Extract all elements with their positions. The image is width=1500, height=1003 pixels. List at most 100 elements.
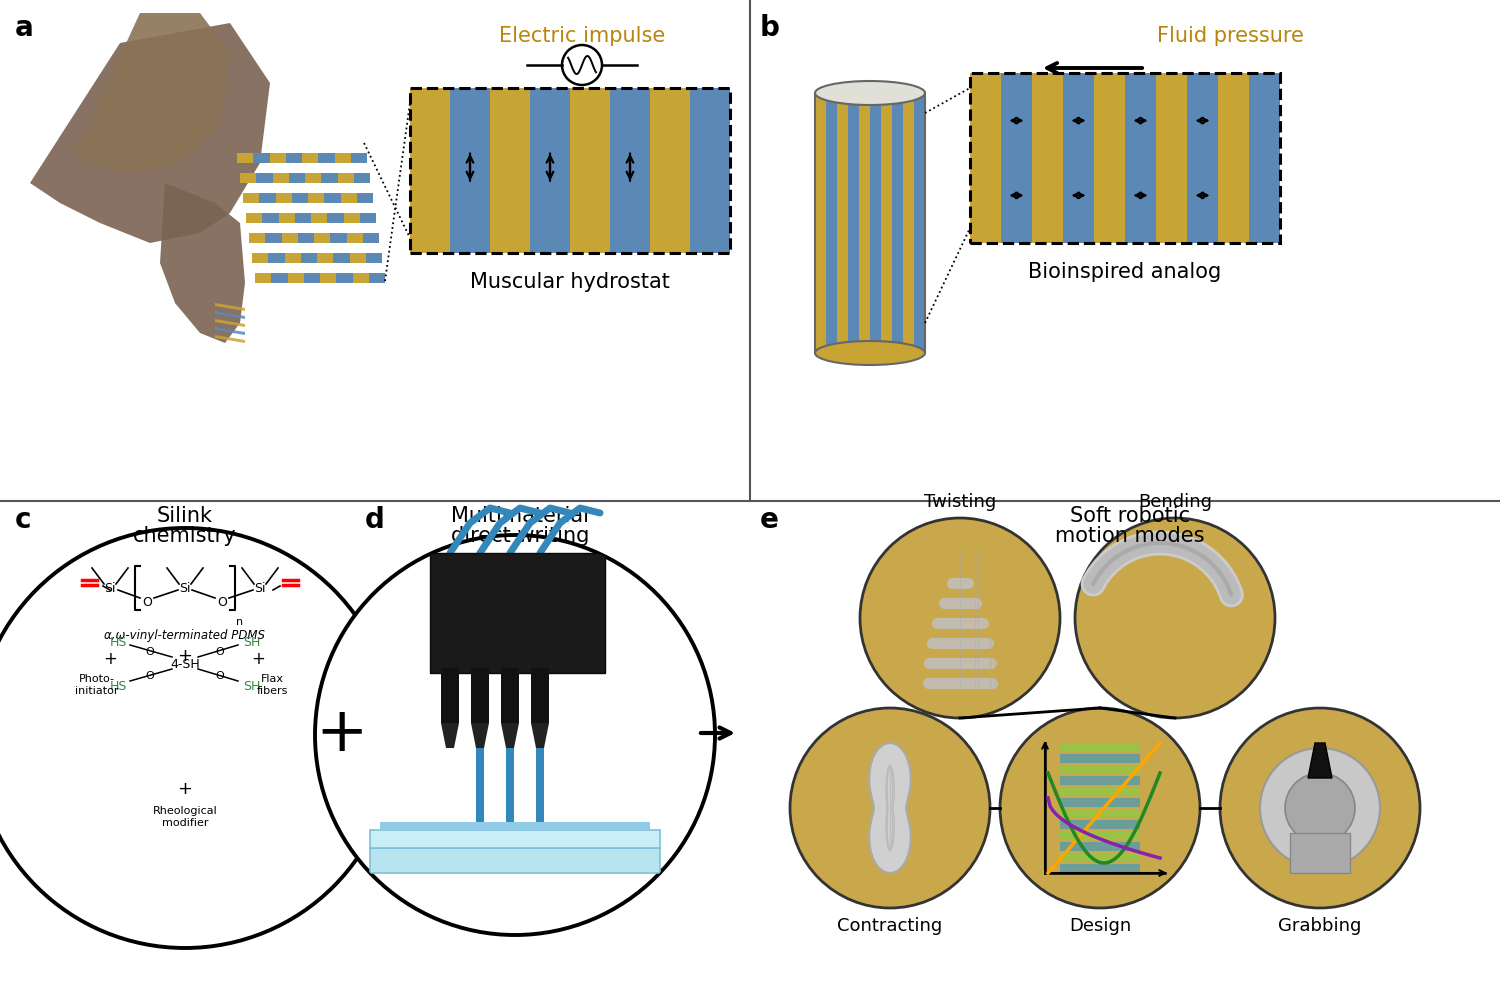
Text: d: d — [364, 506, 386, 534]
Bar — [294, 214, 310, 224]
Bar — [880, 94, 892, 354]
Bar — [690, 89, 730, 254]
Circle shape — [0, 529, 394, 948]
Polygon shape — [30, 24, 270, 244]
Bar — [276, 194, 291, 204]
Text: Rheological
modifier: Rheological modifier — [153, 805, 218, 826]
Bar — [531, 668, 549, 723]
Bar — [318, 153, 334, 163]
Text: Photo-
initiator: Photo- initiator — [75, 673, 118, 695]
Text: HS: HS — [110, 679, 126, 692]
Bar — [255, 274, 272, 284]
Text: Silink: Silink — [158, 506, 213, 526]
Circle shape — [790, 708, 990, 908]
Bar — [324, 194, 340, 204]
Bar — [314, 234, 330, 244]
Bar — [327, 214, 344, 224]
Bar — [288, 274, 303, 284]
Text: O: O — [146, 646, 154, 656]
Bar — [410, 89, 730, 254]
Bar — [815, 94, 827, 354]
Circle shape — [1076, 519, 1275, 718]
Text: O: O — [216, 670, 225, 680]
Bar — [410, 89, 450, 254]
Bar — [352, 274, 369, 284]
Bar — [272, 274, 288, 284]
Bar — [1064, 74, 1094, 244]
Text: n: n — [237, 617, 243, 627]
Bar — [333, 254, 350, 264]
Bar — [297, 234, 314, 244]
Text: Electric impulse: Electric impulse — [500, 26, 664, 46]
Bar — [530, 89, 570, 254]
Text: +: + — [177, 646, 192, 664]
Bar — [1250, 74, 1280, 244]
Bar — [380, 822, 650, 830]
Ellipse shape — [815, 342, 926, 366]
Text: e: e — [760, 506, 778, 534]
Text: Muscular hydrostat: Muscular hydrostat — [470, 272, 670, 292]
Text: +: + — [251, 649, 266, 667]
Bar — [300, 254, 316, 264]
Bar — [859, 94, 870, 354]
Bar — [285, 153, 302, 163]
Bar — [270, 153, 285, 163]
Text: Si: Si — [104, 582, 116, 595]
Bar — [346, 234, 363, 244]
Polygon shape — [70, 14, 230, 174]
Polygon shape — [531, 723, 549, 748]
Polygon shape — [214, 336, 244, 344]
Bar — [970, 74, 1000, 244]
Bar — [1032, 74, 1064, 244]
Text: +: + — [316, 703, 368, 763]
Bar — [285, 254, 300, 264]
Bar — [308, 194, 324, 204]
Bar — [370, 849, 660, 874]
Bar — [249, 234, 266, 244]
Text: c: c — [15, 506, 32, 534]
Text: Bioinspired analog: Bioinspired analog — [1029, 262, 1221, 282]
Text: O: O — [217, 596, 226, 609]
Bar — [340, 194, 357, 204]
Polygon shape — [870, 743, 910, 873]
Bar — [279, 214, 294, 224]
Bar — [254, 153, 270, 163]
Bar — [240, 174, 256, 184]
Text: Design: Design — [1070, 916, 1131, 934]
Bar — [1156, 74, 1186, 244]
Bar — [870, 94, 880, 354]
Bar — [243, 194, 260, 204]
Text: α,ω-vinyl-terminated PDMS: α,ω-vinyl-terminated PDMS — [105, 628, 266, 641]
Polygon shape — [214, 320, 244, 328]
Text: Si: Si — [254, 582, 266, 595]
Bar — [240, 174, 370, 184]
Circle shape — [1286, 773, 1354, 844]
Text: a: a — [15, 14, 33, 42]
Bar — [282, 234, 297, 244]
Bar — [303, 274, 320, 284]
Bar — [1218, 74, 1249, 244]
Bar — [837, 94, 848, 354]
Bar — [334, 153, 351, 163]
Circle shape — [859, 519, 1060, 718]
Bar — [363, 234, 380, 244]
Circle shape — [1000, 708, 1200, 908]
Bar — [1094, 74, 1125, 244]
Text: Grabbing: Grabbing — [1278, 916, 1362, 934]
Bar — [256, 174, 273, 184]
Text: Flax
fibers: Flax fibers — [256, 673, 288, 695]
Polygon shape — [214, 328, 244, 336]
Bar — [255, 274, 386, 284]
Bar — [410, 89, 730, 254]
Polygon shape — [1308, 743, 1332, 778]
Bar — [321, 174, 338, 184]
Ellipse shape — [815, 82, 926, 106]
Polygon shape — [471, 723, 489, 748]
Polygon shape — [501, 723, 519, 748]
Text: Si: Si — [180, 582, 190, 595]
Bar — [330, 234, 346, 244]
Circle shape — [1220, 708, 1420, 908]
Bar — [246, 214, 262, 224]
Bar — [1290, 833, 1350, 874]
Bar — [471, 668, 489, 723]
